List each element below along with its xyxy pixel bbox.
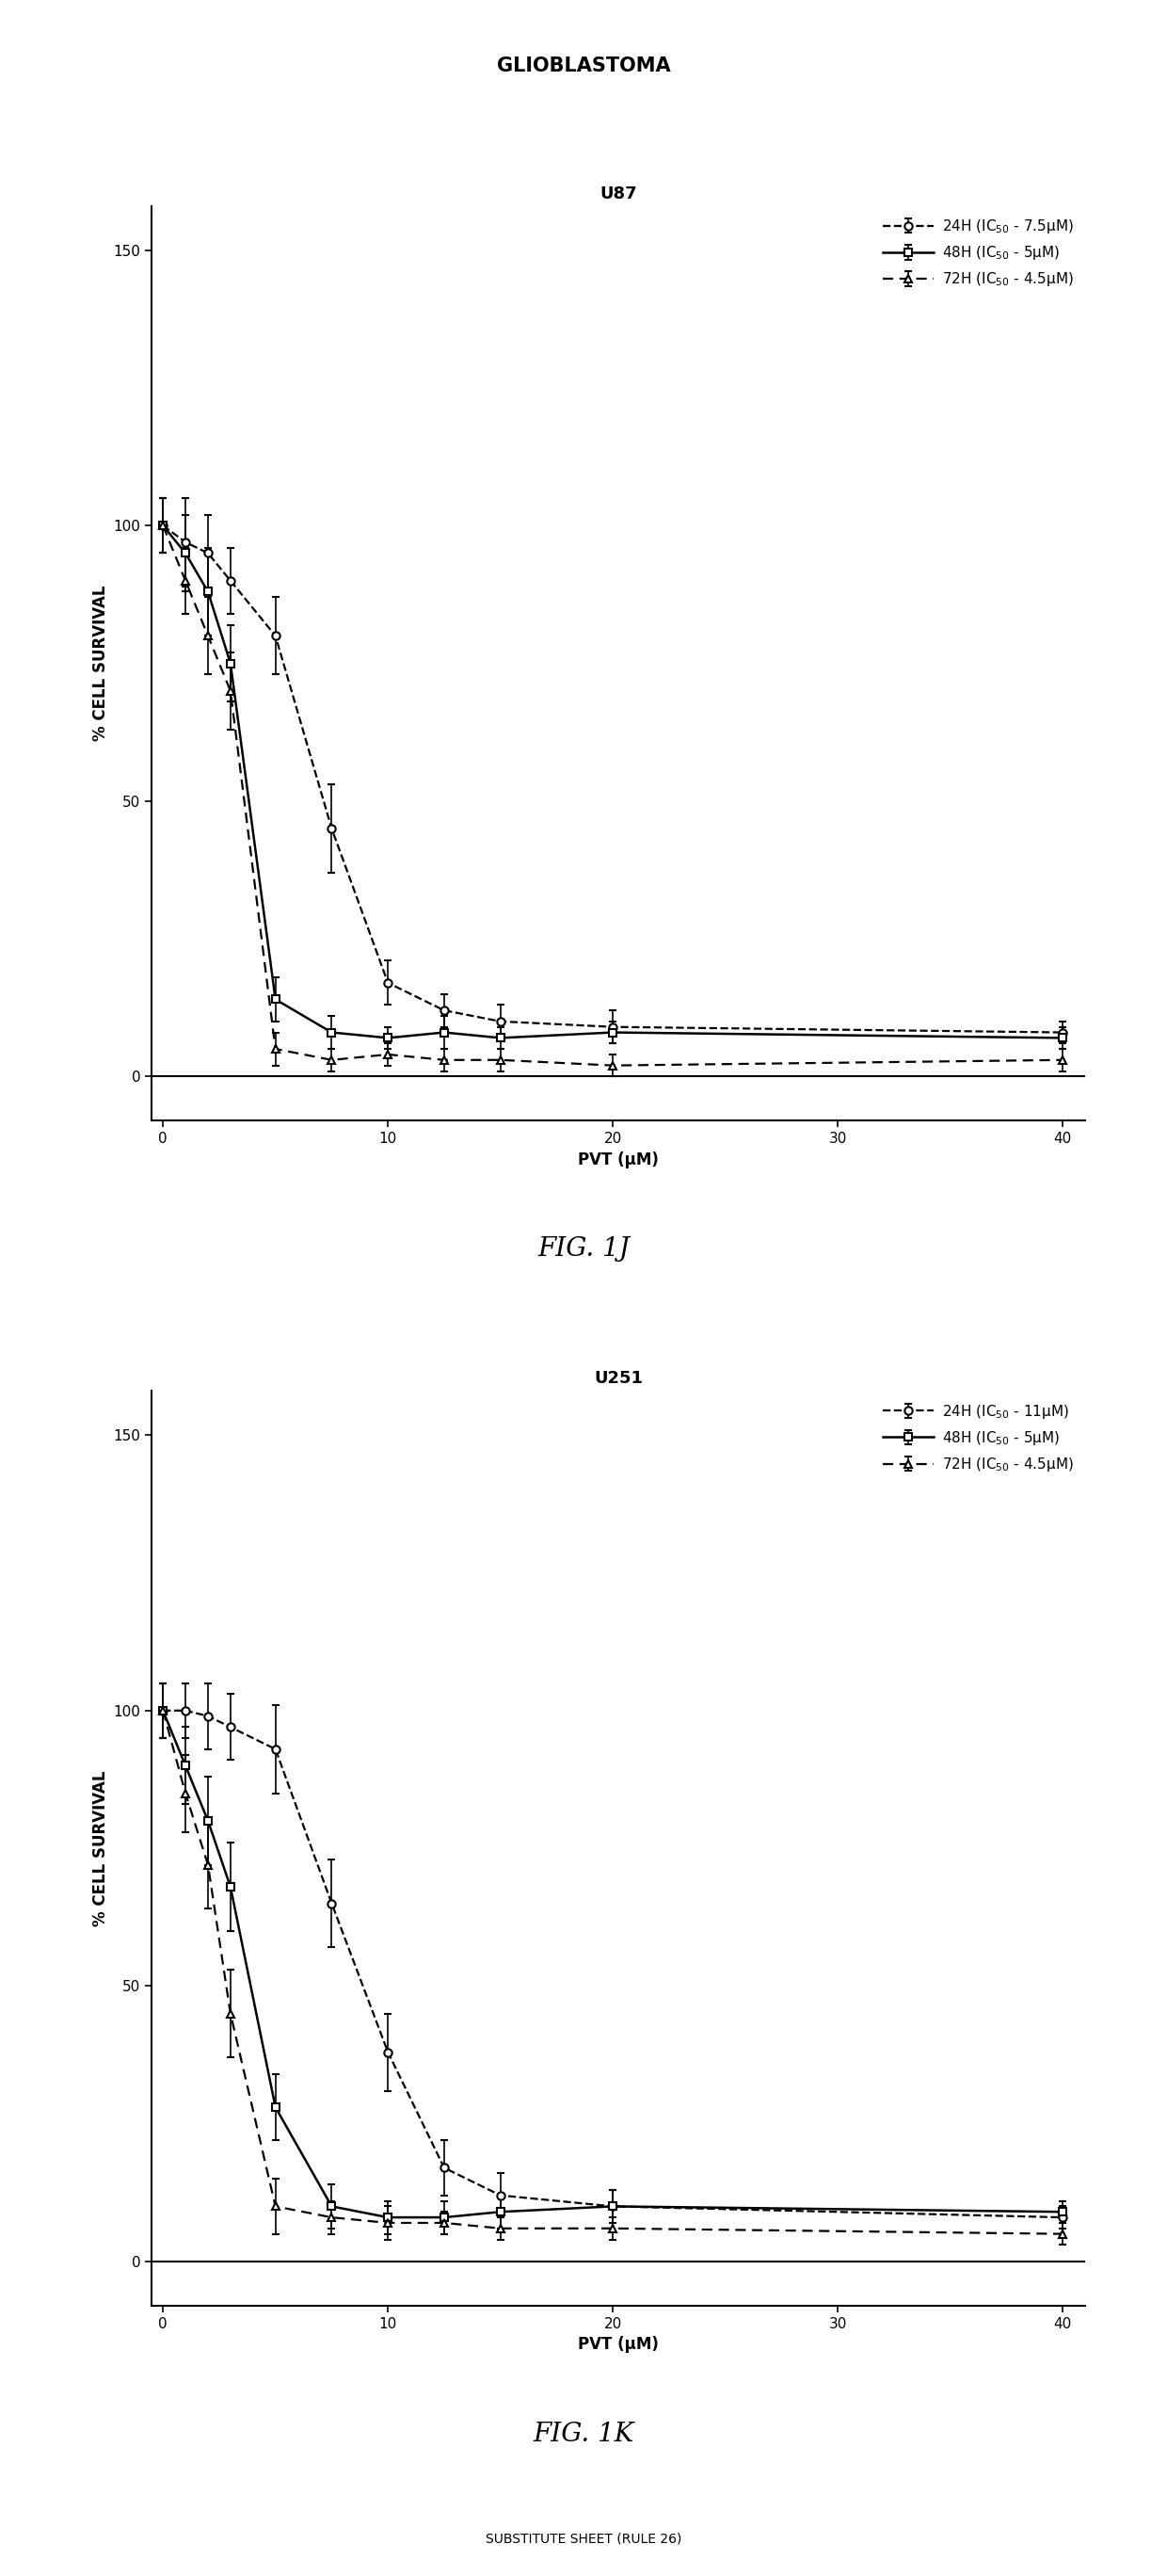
X-axis label: PVT (μM): PVT (μM) [578,2336,659,2352]
Title: U251: U251 [594,1370,643,1386]
Legend: 24H (IC$_{50}$ - 7.5μM), 48H (IC$_{50}$ - 5μM), 72H (IC$_{50}$ - 4.5μM): 24H (IC$_{50}$ - 7.5μM), 48H (IC$_{50}$ … [879,214,1078,294]
Text: GLIOBLASTOMA: GLIOBLASTOMA [497,57,670,75]
Legend: 24H (IC$_{50}$ - 11μM), 48H (IC$_{50}$ - 5μM), 72H (IC$_{50}$ - 4.5μM): 24H (IC$_{50}$ - 11μM), 48H (IC$_{50}$ -… [879,1399,1078,1479]
Text: SUBSTITUTE SHEET (RULE 26): SUBSTITUTE SHEET (RULE 26) [485,2532,682,2545]
Text: FIG. 1K: FIG. 1K [533,2421,634,2447]
Title: U87: U87 [600,185,637,201]
Text: FIG. 1J: FIG. 1J [538,1236,629,1262]
Y-axis label: % CELL SURVIVAL: % CELL SURVIVAL [92,1770,110,1927]
X-axis label: PVT (μM): PVT (μM) [578,1151,659,1167]
Y-axis label: % CELL SURVIVAL: % CELL SURVIVAL [92,585,110,742]
